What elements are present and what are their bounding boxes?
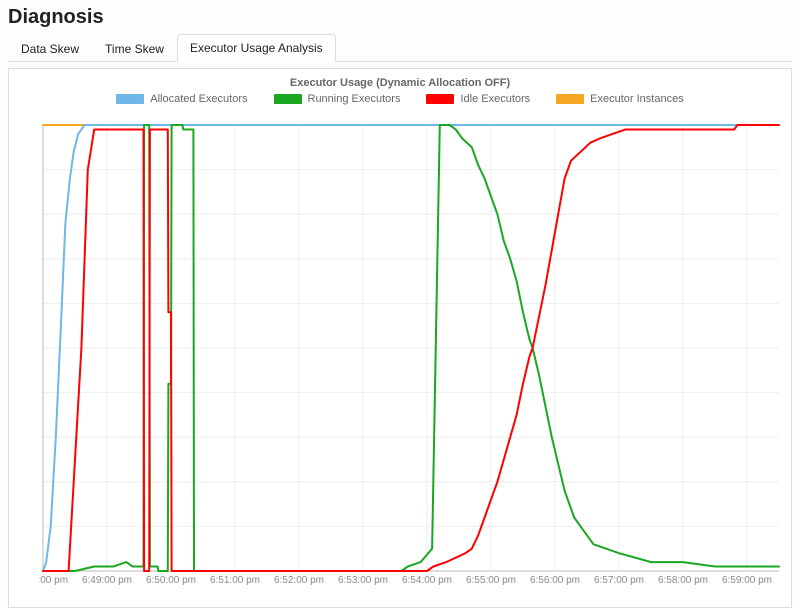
- svg-text:6:52:00 pm: 6:52:00 pm: [274, 575, 324, 586]
- tab-time-skew[interactable]: Time Skew: [92, 35, 177, 62]
- swatch-instances-icon: [556, 94, 584, 104]
- chart-title: Executor Usage (Dynamic Allocation OFF): [15, 77, 785, 89]
- legend-instances[interactable]: Executor Instances: [556, 93, 684, 105]
- chart-svg: 01020304050607080901006:48:00 pm6:49:00 …: [39, 121, 783, 587]
- tab-data-skew[interactable]: Data Skew: [8, 35, 92, 62]
- page-title: Diagnosis: [8, 6, 792, 29]
- legend-label: Executor Instances: [590, 93, 684, 105]
- svg-text:6:58:00 pm: 6:58:00 pm: [658, 575, 708, 586]
- legend-allocated[interactable]: Allocated Executors: [116, 93, 247, 105]
- legend-label: Allocated Executors: [150, 93, 247, 105]
- chart-container: Executor Usage (Dynamic Allocation OFF) …: [8, 68, 792, 608]
- svg-text:6:54:00 pm: 6:54:00 pm: [402, 575, 452, 586]
- svg-text:6:57:00 pm: 6:57:00 pm: [594, 575, 644, 586]
- legend-label: Idle Executors: [460, 93, 530, 105]
- swatch-allocated-icon: [116, 94, 144, 104]
- svg-text:6:55:00 pm: 6:55:00 pm: [466, 575, 516, 586]
- legend-label: Running Executors: [308, 93, 401, 105]
- svg-text:6:56:00 pm: 6:56:00 pm: [530, 575, 580, 586]
- legend-idle[interactable]: Idle Executors: [426, 93, 530, 105]
- legend-running[interactable]: Running Executors: [274, 93, 401, 105]
- svg-text:6:53:00 pm: 6:53:00 pm: [338, 575, 388, 586]
- plot-area: 01020304050607080901006:48:00 pm6:49:00 …: [39, 121, 783, 587]
- tabs-bar: Data Skew Time Skew Executor Usage Analy…: [8, 33, 792, 62]
- svg-text:6:48:00 pm: 6:48:00 pm: [39, 575, 68, 586]
- swatch-running-icon: [274, 94, 302, 104]
- chart-legend: Allocated Executors Running Executors Id…: [15, 93, 785, 105]
- svg-text:6:49:00 pm: 6:49:00 pm: [82, 575, 132, 586]
- tab-executor-usage[interactable]: Executor Usage Analysis: [177, 34, 336, 62]
- svg-text:6:50:00 pm: 6:50:00 pm: [146, 575, 196, 586]
- swatch-idle-icon: [426, 94, 454, 104]
- svg-text:6:51:00 pm: 6:51:00 pm: [210, 575, 260, 586]
- svg-text:6:59:00 pm: 6:59:00 pm: [722, 575, 772, 586]
